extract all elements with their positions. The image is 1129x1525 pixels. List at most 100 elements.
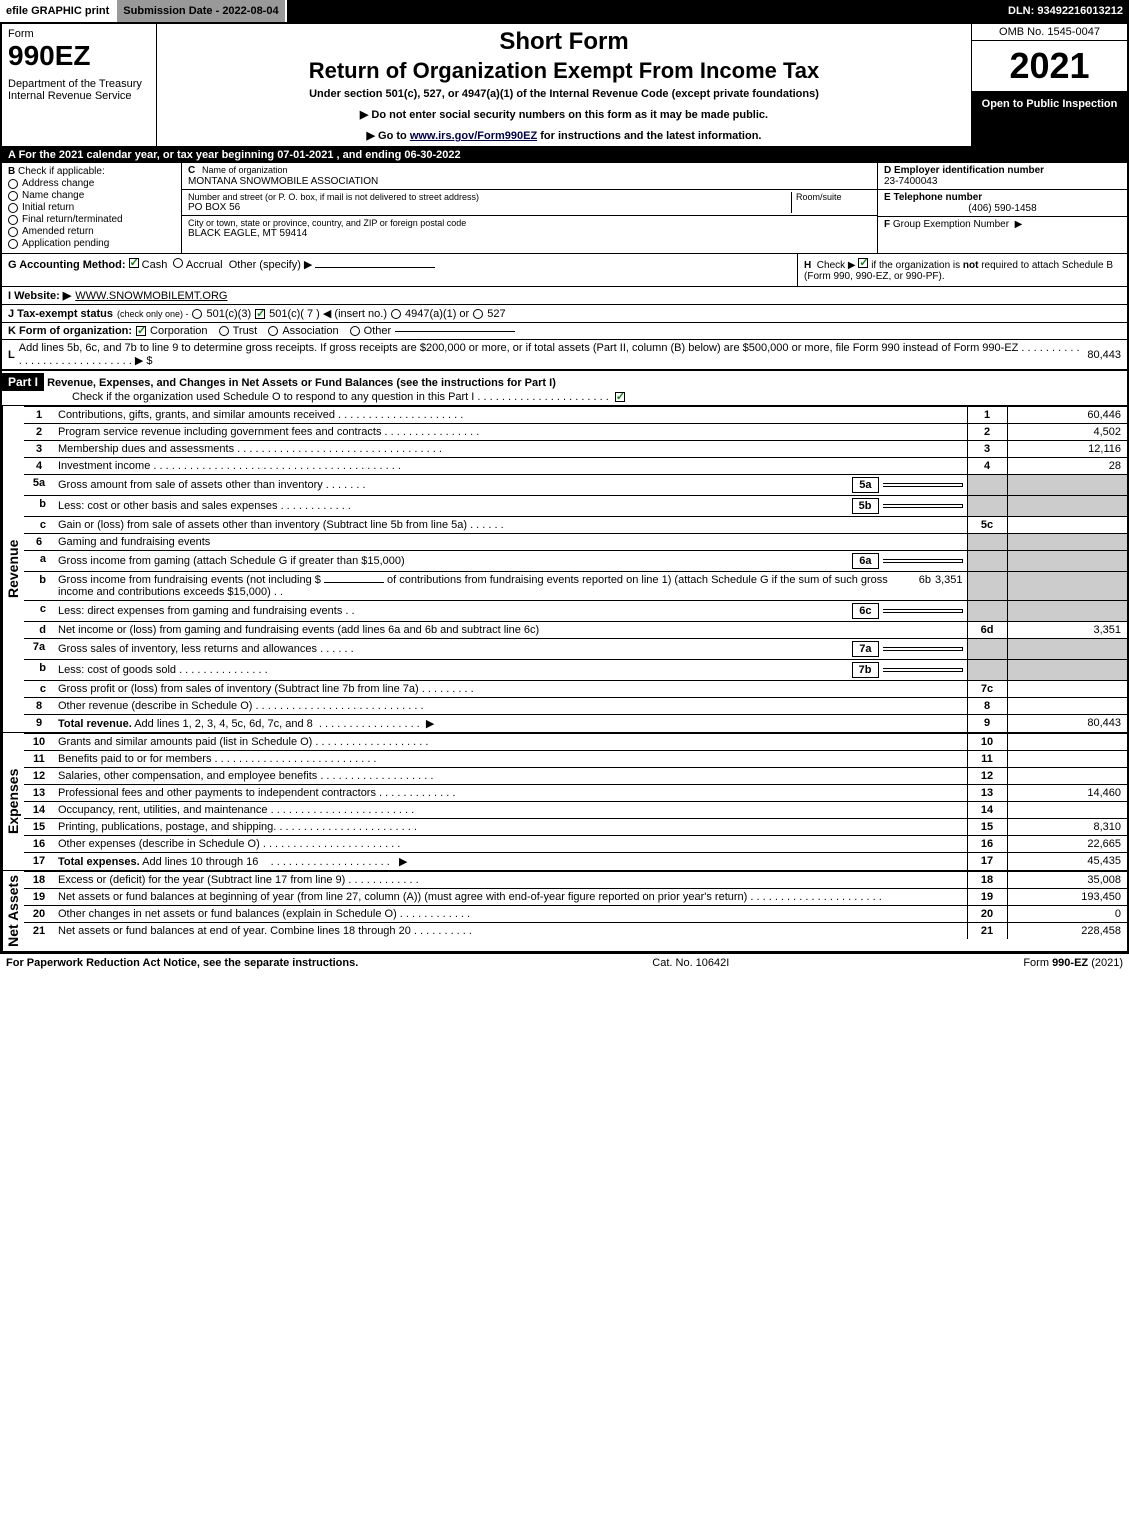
l4-desc: Investment income . . . . . . . . . . . … bbox=[54, 458, 967, 475]
l2-val: 4,502 bbox=[1007, 424, 1127, 441]
chk-final[interactable] bbox=[8, 215, 18, 225]
room-label: Room/suite bbox=[791, 192, 871, 213]
chk-initial[interactable] bbox=[8, 203, 18, 213]
chk-address[interactable] bbox=[8, 179, 18, 189]
l16-num: 16 bbox=[24, 836, 54, 853]
l6a-ival bbox=[883, 559, 963, 563]
part1-header: Part I Revenue, Expenses, and Changes in… bbox=[2, 370, 1127, 406]
opt-trust: Trust bbox=[233, 325, 258, 337]
l15-num: 15 bbox=[24, 819, 54, 836]
chk-accrual[interactable] bbox=[173, 258, 183, 268]
line-6c: cLess: direct expenses from gaming and f… bbox=[24, 601, 1127, 622]
l13-box: 13 bbox=[967, 785, 1007, 802]
line-12: 12Salaries, other compensation, and empl… bbox=[24, 768, 1127, 785]
l14-val bbox=[1007, 802, 1127, 819]
expenses-table: 10Grants and similar amounts paid (list … bbox=[24, 733, 1127, 870]
submission-date: Submission Date - 2022-08-04 bbox=[117, 0, 286, 22]
open-inspection: Open to Public Inspection bbox=[972, 92, 1127, 146]
netassets-side-label: Net Assets bbox=[2, 871, 24, 951]
row-i: I Website: ▶ WWW.SNOWMOBILEMT.ORG bbox=[2, 287, 1127, 305]
chk-501c3[interactable] bbox=[192, 309, 202, 319]
l8-desc: Other revenue (describe in Schedule O) .… bbox=[54, 698, 967, 715]
expenses-side-label: Expenses bbox=[2, 733, 24, 870]
chk-pending[interactable] bbox=[8, 239, 18, 249]
l6-gray bbox=[967, 534, 1007, 551]
l6a-desc: Gross income from gaming (attach Schedul… bbox=[54, 551, 967, 572]
line-6b: b Gross income from fundraising events (… bbox=[24, 572, 1127, 601]
l5b-num: b bbox=[24, 496, 54, 517]
ein-value: 23-7400043 bbox=[884, 176, 1121, 187]
revenue-side-label: Revenue bbox=[2, 406, 24, 732]
c-label: C bbox=[188, 165, 195, 176]
l5c-val bbox=[1007, 517, 1127, 534]
dln-label: DLN: 93492216013212 bbox=[1002, 0, 1129, 22]
l2-num: 2 bbox=[24, 424, 54, 441]
l9-box: 9 bbox=[967, 715, 1007, 733]
l11-box: 11 bbox=[967, 751, 1007, 768]
l20-desc: Other changes in net assets or fund bala… bbox=[54, 906, 967, 923]
l7c-val bbox=[1007, 681, 1127, 698]
l6b-grayval bbox=[1007, 572, 1127, 601]
l6b-ival: 3,351 bbox=[935, 574, 963, 586]
l7a-text: Gross sales of inventory, less returns a… bbox=[58, 643, 848, 655]
l20-num: 20 bbox=[24, 906, 54, 923]
i-label: I Website: ▶ bbox=[8, 289, 71, 302]
b-text: Check if applicable: bbox=[18, 166, 105, 177]
website-value[interactable]: WWW.SNOWMOBILEMT.ORG bbox=[75, 290, 227, 302]
l6b-blank bbox=[324, 582, 384, 583]
opt-corp: Corporation bbox=[150, 325, 207, 337]
chk-other-org[interactable] bbox=[350, 326, 360, 336]
irs-link[interactable]: www.irs.gov/Form990EZ bbox=[410, 130, 537, 142]
top-bar: efile GRAPHIC print Submission Date - 20… bbox=[0, 0, 1129, 22]
l7a-num: 7a bbox=[24, 639, 54, 660]
l20-box: 20 bbox=[967, 906, 1007, 923]
chk-name[interactable] bbox=[8, 191, 18, 201]
l6a-num: a bbox=[24, 551, 54, 572]
l21-num: 21 bbox=[24, 923, 54, 940]
chk-cash[interactable] bbox=[129, 258, 139, 268]
l6a-grayval bbox=[1007, 551, 1127, 572]
netassets-section: Net Assets 18Excess or (deficit) for the… bbox=[2, 870, 1127, 951]
chk-4947[interactable] bbox=[391, 309, 401, 319]
row-l: L Add lines 5b, 6c, and 7b to line 9 to … bbox=[2, 340, 1127, 370]
l6a-ibox: 6a bbox=[852, 553, 878, 569]
line-17: 17Total expenses. Add lines 10 through 1… bbox=[24, 853, 1127, 871]
l16-box: 16 bbox=[967, 836, 1007, 853]
chk-corp[interactable] bbox=[136, 326, 146, 336]
l3-num: 3 bbox=[24, 441, 54, 458]
tax-year: 2021 bbox=[972, 41, 1127, 92]
l8-num: 8 bbox=[24, 698, 54, 715]
l7b-desc: Less: cost of goods sold . . . . . . . .… bbox=[54, 660, 967, 681]
h-label: H bbox=[804, 260, 811, 271]
row-a-calendar: A For the 2021 calendar year, or tax yea… bbox=[2, 147, 1127, 163]
chk-h[interactable] bbox=[858, 258, 868, 268]
l4-num: 4 bbox=[24, 458, 54, 475]
l12-val bbox=[1007, 768, 1127, 785]
l20-val: 0 bbox=[1007, 906, 1127, 923]
l5b-desc: Less: cost or other basis and sales expe… bbox=[54, 496, 967, 517]
chk-amended[interactable] bbox=[8, 227, 18, 237]
l5a-num: 5a bbox=[24, 475, 54, 496]
l9-desc: Total revenue. Add lines 1, 2, 3, 4, 5c,… bbox=[54, 715, 967, 733]
revenue-section: Revenue 1Contributions, gifts, grants, a… bbox=[2, 406, 1127, 732]
row-k: K Form of organization: Corporation Trus… bbox=[2, 323, 1127, 340]
l5a-ival bbox=[883, 483, 963, 487]
street-value: PO BOX 56 bbox=[188, 202, 791, 213]
street-label: Number and street (or P. O. box, if mail… bbox=[188, 192, 791, 202]
l7a-ibox: 7a bbox=[852, 641, 878, 657]
chk-527[interactable] bbox=[473, 309, 483, 319]
line-21: 21Net assets or fund balances at end of … bbox=[24, 923, 1127, 940]
chk-trust[interactable] bbox=[219, 326, 229, 336]
chk-assoc[interactable] bbox=[268, 326, 278, 336]
opt-501c3: 501(c)(3) bbox=[206, 308, 251, 320]
l7b-ibox: 7b bbox=[852, 662, 879, 678]
chk-501c[interactable] bbox=[255, 309, 265, 319]
l5b-gray bbox=[967, 496, 1007, 517]
footer-right-form: 990-EZ bbox=[1052, 957, 1088, 969]
l7c-num: c bbox=[24, 681, 54, 698]
j-small: (check only one) - bbox=[117, 309, 189, 319]
l13-num: 13 bbox=[24, 785, 54, 802]
l12-desc: Salaries, other compensation, and employ… bbox=[54, 768, 967, 785]
chk-part1-scho[interactable] bbox=[615, 392, 625, 402]
j-label: J Tax-exempt status bbox=[8, 308, 113, 320]
